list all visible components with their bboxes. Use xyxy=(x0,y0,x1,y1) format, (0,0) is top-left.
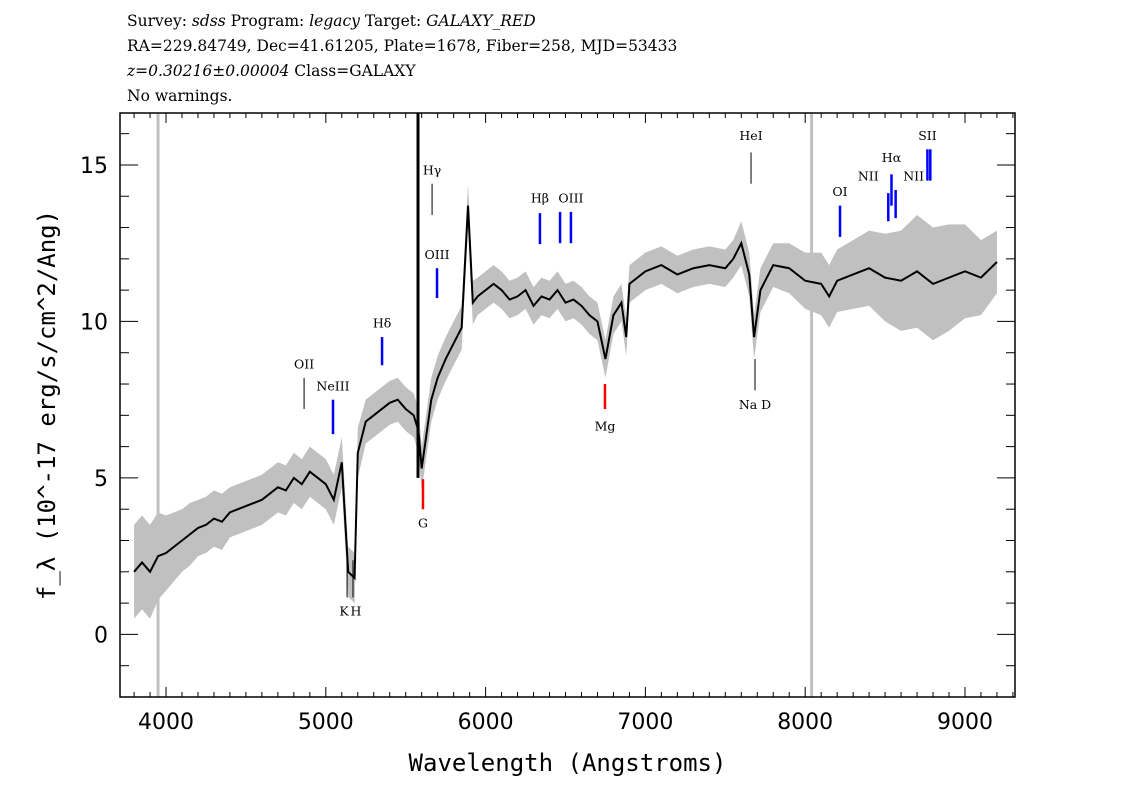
header-line-warnings: No warnings. xyxy=(127,87,233,105)
flux-line xyxy=(133,205,998,581)
x-tick-label: 7000 xyxy=(617,710,673,735)
y-tick-label: 5 xyxy=(94,467,108,492)
spectral-line-label: HeI xyxy=(739,128,762,143)
redshift-value: z=0.30216±0.00004 xyxy=(127,62,290,80)
y-tick-label: 15 xyxy=(80,154,108,179)
survey-label: Survey: xyxy=(127,12,187,30)
spectral-line-label: Hβ xyxy=(531,191,549,206)
header-line-coords: RA=229.84749, Dec=41.61205, Plate=1678, … xyxy=(127,37,678,55)
y-axis-label: f_λ (10^-17 erg/s/cm^2/Ang) xyxy=(33,210,61,600)
spectral-line-label: G xyxy=(418,516,428,531)
program-label: Program: xyxy=(230,12,305,30)
spectral-line-label: Na D xyxy=(739,397,771,412)
spectral-line-label: OIII xyxy=(424,247,449,262)
x-axis-label: Wavelength (Angstroms) xyxy=(409,749,727,777)
spectral-line-label: OI xyxy=(832,184,847,199)
spectral-line-label: H xyxy=(351,603,362,618)
spectral-line-label: NeIII xyxy=(316,378,349,393)
spectral-line-label: Hα xyxy=(882,150,902,165)
spectral-line-label: Hδ xyxy=(373,316,391,331)
y-tick-label: 0 xyxy=(94,623,108,648)
class-value: Class=GALAXY xyxy=(294,62,416,80)
x-tick-label: 6000 xyxy=(458,710,514,735)
x-tick-label: 9000 xyxy=(937,710,993,735)
header-line-redshift: z=0.30216±0.00004 Class=GALAXY xyxy=(127,62,416,80)
header-line-survey: Survey: sdss Program: legacy Target: GAL… xyxy=(127,12,536,30)
spectral-line-label: Hγ xyxy=(423,162,441,177)
target-value: GALAXY_RED xyxy=(426,12,536,30)
spectral-line-label: OII xyxy=(294,356,314,371)
noisy-flux-band xyxy=(134,183,997,619)
x-tick-label: 4000 xyxy=(138,710,194,735)
spectral-line-label: SII xyxy=(918,128,937,143)
program-value: legacy xyxy=(309,12,360,30)
spectral-line-label: NII xyxy=(858,169,879,184)
survey-value: sdss xyxy=(191,12,226,30)
spectral-line-label: NII xyxy=(903,169,924,184)
plot-frame xyxy=(119,112,1016,698)
spectral-line-label: Mg xyxy=(595,419,616,434)
spectral-line-label: OIII xyxy=(558,191,583,206)
target-label: Target: xyxy=(364,12,422,30)
y-tick-label: 10 xyxy=(80,310,108,335)
x-tick-label: 5000 xyxy=(298,710,354,735)
x-tick-label: 8000 xyxy=(777,710,833,735)
spectral-line-label: K xyxy=(339,603,349,618)
